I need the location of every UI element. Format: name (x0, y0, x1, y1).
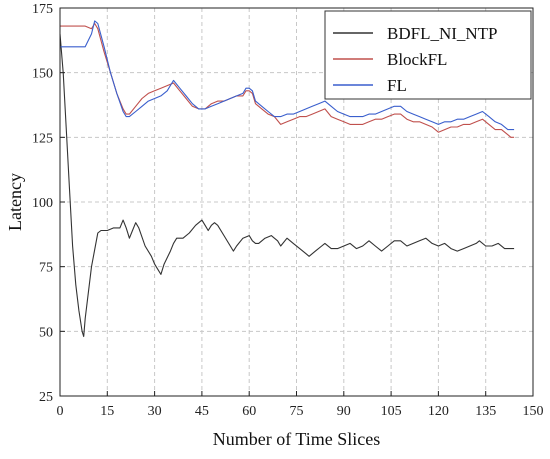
legend-label-1: BlockFL (387, 50, 447, 69)
series-line-0 (59, 33, 515, 338)
y-tick-label: 100 (32, 196, 53, 211)
x-tick-label: 120 (428, 404, 449, 419)
x-tick-label: 45 (195, 404, 209, 419)
x-axis-title: Number of Time Slices (213, 429, 381, 449)
legend-label-0: BDFL_NI_NTP (387, 24, 498, 43)
x-tick-label: 90 (337, 404, 351, 419)
x-tick-label: 15 (100, 404, 114, 419)
x-tick-label: 135 (475, 404, 496, 419)
y-tick-label: 150 (32, 67, 53, 82)
y-tick-label: 25 (39, 390, 53, 405)
x-tick-label: 75 (290, 404, 304, 419)
y-tick-label: 125 (32, 131, 53, 146)
y-tick-label: 175 (32, 2, 53, 17)
y-tick-label: 75 (39, 261, 53, 276)
y-axis-title: Latency (5, 173, 25, 231)
x-tick-label: 30 (148, 404, 162, 419)
x-tick-label: 0 (57, 404, 64, 419)
x-tick-label: 150 (523, 404, 544, 419)
legend-label-2: FL (387, 76, 407, 95)
series-lines (59, 20, 515, 338)
x-tick-label: 105 (381, 404, 402, 419)
y-tick-label: 50 (39, 325, 53, 340)
series-line-1 (60, 22, 515, 138)
series-line-2 (60, 20, 515, 131)
legend: BDFL_NI_NTP BlockFL FL (324, 10, 532, 100)
x-tick-label: 60 (242, 404, 256, 419)
axis-ticks: 0 15 30 45 60 75 90 105 120 135 150 25 50 75 100 125 150… (32, 2, 544, 419)
